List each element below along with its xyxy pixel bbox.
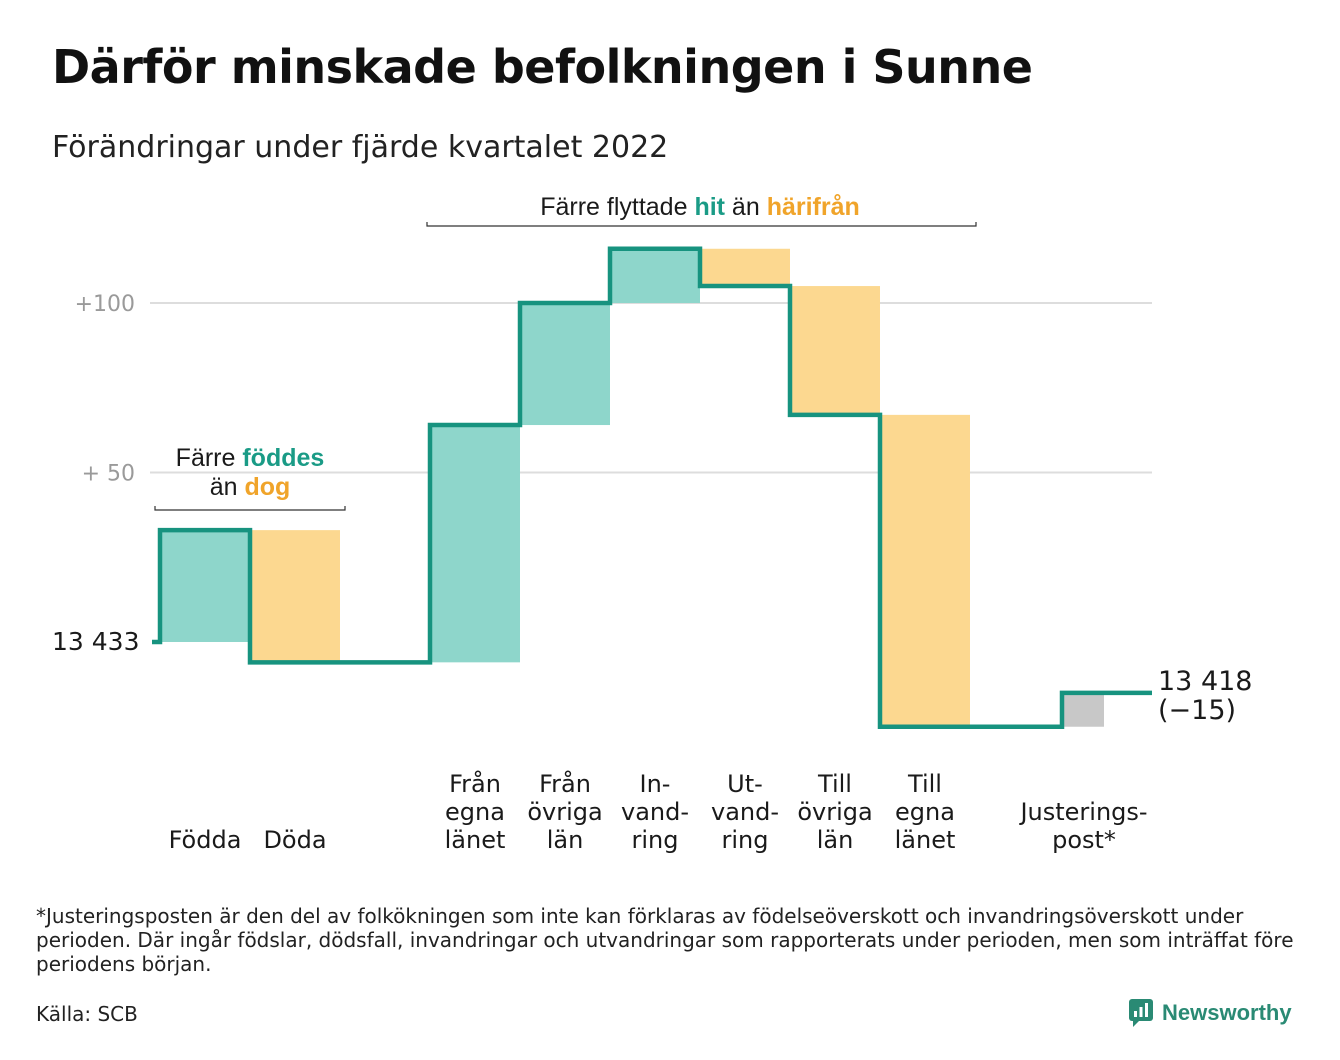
category-label: Ut-	[727, 770, 763, 798]
annotation-part: härifrån	[767, 193, 860, 221]
brand-logo: Newsworthy	[1128, 998, 1292, 1028]
annotation-part: Färre	[176, 444, 243, 472]
annotation-births-deaths: Färre föddes	[176, 444, 325, 472]
category-label: ring	[722, 826, 769, 854]
category-label: Från	[539, 769, 591, 798]
category-label: In-	[640, 770, 671, 798]
source-label: Källa: SCB	[36, 1002, 138, 1026]
annotation-births-deaths: än dog	[210, 473, 291, 501]
chart-title: Därför minskade befolkningen i Sunne	[52, 40, 1033, 94]
annotation-part: föddes	[242, 444, 324, 472]
category-label: egna	[445, 798, 505, 826]
annotation-migration: Färre flyttade hit än härifrån	[540, 193, 860, 221]
start-value-label: 13 433	[52, 627, 139, 656]
bar-adjustment	[1062, 692, 1104, 727]
bar-decrease	[790, 286, 880, 415]
annotation-part: dog	[244, 473, 290, 501]
bar-increase	[610, 248, 700, 303]
footnote: *Justeringsposten är den del av folkökni…	[36, 904, 1294, 976]
category-label: länet	[445, 826, 506, 854]
annotation-part: Färre flyttade	[540, 193, 694, 221]
category-label: egna	[895, 798, 955, 826]
category-label: Döda	[263, 826, 326, 854]
bar-increase	[160, 530, 250, 642]
category-label: övriga	[797, 798, 872, 826]
annotation-part: än	[210, 473, 245, 501]
bar-increase	[520, 303, 610, 426]
category-label: län	[547, 826, 584, 854]
brand-name: Newsworthy	[1162, 1000, 1292, 1025]
chart-subtitle: Förändringar under fjärde kvartalet 2022	[52, 130, 669, 165]
category-label: Till	[907, 770, 942, 798]
category-label: länet	[895, 826, 956, 854]
bar-decrease	[250, 530, 340, 663]
bar-decrease	[700, 248, 790, 287]
category-label: Justerings-	[1018, 798, 1147, 826]
category-label: Från	[449, 769, 501, 798]
category-label: vand-	[711, 798, 779, 826]
bar-increase	[430, 425, 520, 663]
end-value-label: 13 418	[1158, 666, 1252, 697]
annotation-bracket	[426, 222, 977, 227]
step-line	[152, 246, 1152, 729]
category-label: Till	[817, 770, 852, 798]
newsworthy-logo-icon	[1129, 999, 1153, 1027]
category-label: övriga	[527, 798, 602, 826]
bar-decrease	[880, 414, 970, 727]
annotation-bracket	[154, 506, 346, 511]
y-tick-label: + 50	[82, 462, 135, 487]
y-tick-label: +100	[75, 292, 135, 317]
category-label: post*	[1052, 826, 1116, 854]
category-label: ring	[632, 826, 679, 854]
end-change-label: (−15)	[1158, 695, 1236, 726]
category-label: län	[817, 826, 854, 854]
annotation-part: hit	[694, 193, 725, 221]
category-label: vand-	[621, 798, 689, 826]
annotation-part: än	[725, 193, 767, 221]
category-label: Födda	[169, 826, 242, 854]
